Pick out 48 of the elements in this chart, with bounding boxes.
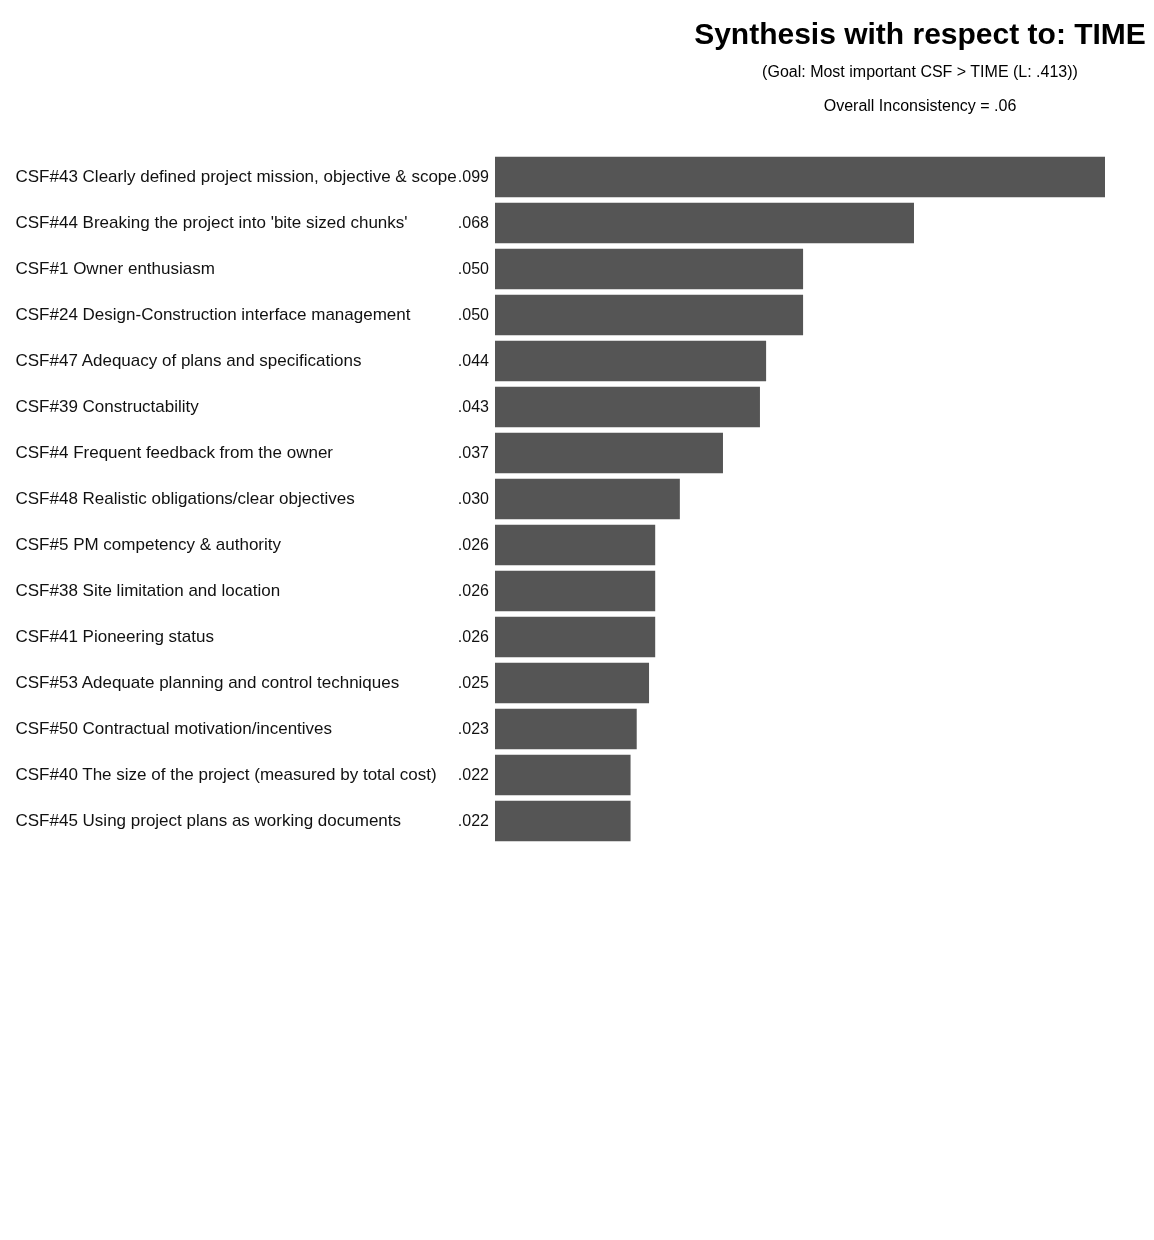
y-tick-label: CSF#47 Adequacy of plans and specifications <box>15 351 362 370</box>
y-tick-label: CSF#24 Design-Construction interface management <box>15 305 411 324</box>
bar <box>495 294 804 336</box>
y-tick-label: CSF#45 Using project plans as working documents <box>15 811 402 830</box>
data-label: .030 <box>457 490 490 507</box>
text: Overall Inconsistency = .06 <box>823 97 1017 114</box>
bar <box>495 248 804 290</box>
bar <box>495 340 767 382</box>
data-label: .099 <box>457 168 490 185</box>
data-label: .026 <box>457 582 490 599</box>
chart-subtitle: (Goal: Most important CSF > TIME (L: .413)) <box>762 63 1078 80</box>
y-tick-label: CSF#50 Contractual motivation/incentives <box>15 719 333 738</box>
bar <box>495 616 656 658</box>
y-tick-label: CSF#53 Adequate planning and control techniques <box>15 673 400 692</box>
y-tick-label: CSF#48 Realistic obligations/clear objectives <box>15 489 355 508</box>
data-label: .022 <box>457 812 490 829</box>
y-tick-label: CSF#38 Site limitation and location <box>15 581 281 600</box>
bar <box>495 800 631 842</box>
bar <box>495 156 1105 198</box>
bar <box>495 386 760 428</box>
bar <box>495 754 631 796</box>
bar <box>495 524 656 566</box>
bar <box>495 202 914 244</box>
bar <box>495 570 656 612</box>
data-label: .050 <box>457 306 490 323</box>
data-label: .037 <box>457 444 490 461</box>
y-tick-label: CSF#43 Clearly defined project mission, objective & scope <box>15 167 457 186</box>
y-tick-label: CSF#41 Pioneering status <box>15 627 214 646</box>
y-tick-label: CSF#5 PM competency & authority <box>15 535 282 554</box>
y-tick-label: CSF#40 The size of the project (measured by total cost) <box>15 765 437 784</box>
y-tick-label: CSF#44 Breaking the project into 'bite sized chunks' <box>15 213 408 232</box>
data-label: .025 <box>457 674 490 691</box>
data-label: .026 <box>457 628 490 645</box>
bar <box>495 432 723 474</box>
chart-title: Synthesis with respect to: TIME <box>694 17 1146 50</box>
data-label: .022 <box>457 766 490 783</box>
y-tick-label: CSF#4 Frequent feedback from the owner <box>15 443 334 462</box>
data-label: .050 <box>457 260 490 277</box>
data-label: .068 <box>457 214 490 231</box>
bar <box>495 708 637 750</box>
bar <box>495 662 650 704</box>
bar <box>495 478 680 520</box>
y-tick-label: CSF#1 Owner enthusiasm <box>15 259 215 278</box>
data-label: .044 <box>457 352 490 369</box>
y-tick-label: CSF#39 Constructability <box>15 397 200 416</box>
data-label: .043 <box>457 398 490 415</box>
data-label: .023 <box>457 720 490 737</box>
data-label: .026 <box>457 536 490 553</box>
